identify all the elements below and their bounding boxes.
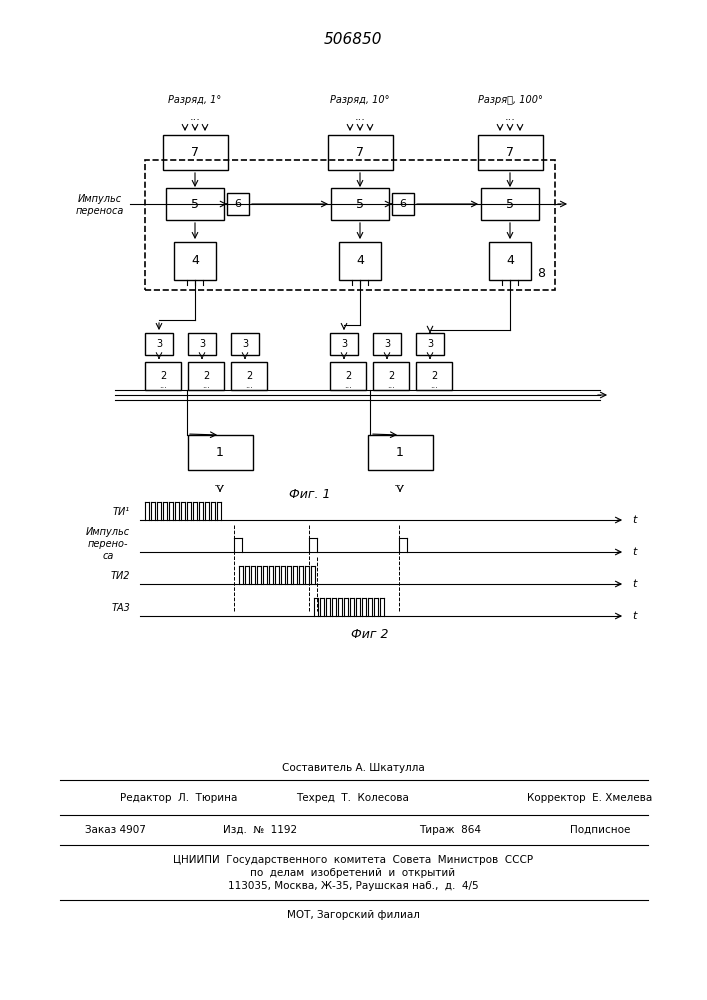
Text: t: t <box>632 611 636 621</box>
Bar <box>188 333 216 355</box>
Text: ...: ... <box>505 112 515 122</box>
Text: 7: 7 <box>191 146 199 159</box>
Text: 6: 6 <box>399 199 407 209</box>
Bar <box>231 333 259 355</box>
Text: 2: 2 <box>388 371 394 381</box>
Text: ...: ... <box>159 380 167 389</box>
Text: 6: 6 <box>235 199 242 209</box>
Text: 3: 3 <box>242 339 248 349</box>
Text: ...: ... <box>202 380 210 389</box>
Bar <box>481 188 539 220</box>
Text: 2: 2 <box>431 371 437 381</box>
Text: ...: ... <box>245 380 253 389</box>
Bar <box>392 193 414 215</box>
Text: 3: 3 <box>341 339 347 349</box>
Text: Тираж  864: Тираж 864 <box>419 825 481 835</box>
Text: 1: 1 <box>396 446 404 459</box>
Text: ТИ2: ТИ2 <box>110 571 130 581</box>
Text: 5: 5 <box>356 198 364 211</box>
Bar <box>163 135 228 170</box>
Text: по  делам  изобретений  и  открытий: по делам изобретений и открытий <box>250 868 455 878</box>
Bar <box>331 188 389 220</box>
Text: 4: 4 <box>506 254 514 267</box>
Bar <box>416 333 444 355</box>
Text: t: t <box>632 515 636 525</box>
Text: 506850: 506850 <box>324 32 382 47</box>
Bar <box>373 333 401 355</box>
Text: 5: 5 <box>506 198 514 211</box>
Text: ...: ... <box>430 380 438 389</box>
Text: Разряд, 1°: Разряд, 1° <box>168 95 221 105</box>
Text: ЦНИИПИ  Государственного  комитета  Совета  Министров  СССР: ЦНИИПИ Государственного комитета Совета … <box>173 855 533 865</box>
Text: ТА3: ТА3 <box>111 603 130 613</box>
Text: 4: 4 <box>356 254 364 267</box>
Text: Заказ 4907: Заказ 4907 <box>85 825 146 835</box>
Bar <box>166 188 224 220</box>
Text: 3: 3 <box>199 339 205 349</box>
Text: ТИ¹: ТИ¹ <box>113 507 130 517</box>
Bar <box>231 362 267 390</box>
Text: Корректор  Е. Хмелева: Корректор Е. Хмелева <box>527 793 653 803</box>
Bar <box>339 242 381 280</box>
Text: t: t <box>632 547 636 557</box>
Text: 1: 1 <box>216 446 224 459</box>
Bar <box>373 362 409 390</box>
Bar <box>330 333 358 355</box>
Text: переноса: переноса <box>76 206 124 216</box>
Text: Разряد, 100°: Разряد, 100° <box>477 95 542 105</box>
Text: ...: ... <box>214 476 226 488</box>
Bar <box>145 362 181 390</box>
Text: ...: ... <box>355 112 366 122</box>
Text: 3: 3 <box>384 339 390 349</box>
Text: ...: ... <box>387 380 395 389</box>
Text: Фиг 2: Фиг 2 <box>351 628 389 641</box>
Text: 7: 7 <box>356 146 364 159</box>
Bar <box>188 362 224 390</box>
Text: Подписное: Подписное <box>570 825 630 835</box>
Text: 2: 2 <box>246 371 252 381</box>
Bar <box>327 135 392 170</box>
Bar <box>489 242 531 280</box>
Text: Редактор  Л.  Тюрина: Редактор Л. Тюрина <box>120 793 238 803</box>
Text: ...: ... <box>344 380 352 389</box>
Text: Импульс: Импульс <box>78 194 122 204</box>
Text: Разряд, 10°: Разряд, 10° <box>330 95 390 105</box>
Text: 5: 5 <box>191 198 199 211</box>
Bar <box>227 193 249 215</box>
Bar <box>174 242 216 280</box>
Text: Составитель А. Шкатулла: Составитель А. Шкатулла <box>281 763 424 773</box>
Text: 2: 2 <box>160 371 166 381</box>
Text: 113035, Москва, Ж-35, Раушская наб.,  д.  4/5: 113035, Москва, Ж-35, Раушская наб., д. … <box>228 881 479 891</box>
Bar <box>145 333 173 355</box>
Text: ...: ... <box>394 476 406 488</box>
Text: 8: 8 <box>537 267 545 280</box>
Text: 7: 7 <box>506 146 514 159</box>
Text: t: t <box>632 579 636 589</box>
Bar <box>330 362 366 390</box>
Bar <box>145 160 555 290</box>
Bar <box>477 135 542 170</box>
Text: 2: 2 <box>345 371 351 381</box>
Text: Фиг. 1: Фиг. 1 <box>289 488 331 502</box>
Text: Техред  Т.  Колесова: Техред Т. Колесова <box>296 793 409 803</box>
Bar <box>416 362 452 390</box>
Bar <box>368 435 433 470</box>
Bar <box>187 435 252 470</box>
Text: Импульс
перено-
са: Импульс перено- са <box>86 527 130 561</box>
Text: 4: 4 <box>191 254 199 267</box>
Text: 3: 3 <box>427 339 433 349</box>
Text: Изд.  №  1192: Изд. № 1192 <box>223 825 297 835</box>
Text: ...: ... <box>189 112 201 122</box>
Text: 3: 3 <box>156 339 162 349</box>
Text: МОТ, Загорский филиал: МОТ, Загорский филиал <box>286 910 419 920</box>
Text: 2: 2 <box>203 371 209 381</box>
